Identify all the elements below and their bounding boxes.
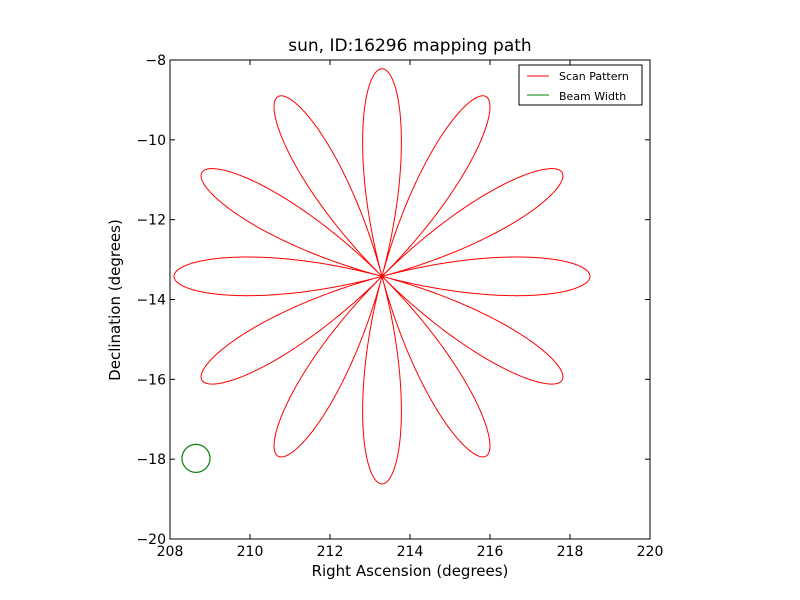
legend-label-beam-width: Beam Width [559, 90, 626, 103]
legend: Scan Pattern Beam Width [518, 64, 643, 106]
y-tick-label: −12 [136, 213, 166, 229]
x-tick-label: 216 [477, 544, 504, 560]
x-tick-label: 212 [317, 544, 344, 560]
y-tick-label: −20 [136, 532, 166, 548]
series-beam-width [181, 443, 211, 473]
plot-area [170, 60, 650, 539]
y-tick-label: −18 [136, 452, 166, 468]
series-scan-pattern [173, 68, 591, 485]
x-tick-label: 218 [557, 544, 584, 560]
legend-label-scan-pattern: Scan Pattern [559, 70, 629, 83]
x-tick-label: 210 [237, 544, 264, 560]
data-layer [173, 68, 591, 485]
y-axis-label: Declination (degrees) [106, 219, 124, 381]
y-tick-label: −8 [145, 53, 166, 69]
legend-box [518, 64, 643, 106]
x-tick-label: 220 [637, 544, 664, 560]
chart-title: sun, ID:16296 mapping path [288, 36, 531, 56]
tick-layer: 208 210 212 214 216 218 220 −20 −18 −16 −14 −12 −10 −… [136, 53, 663, 560]
x-tick-label: 208 [157, 544, 184, 560]
x-tick-label: 214 [397, 544, 424, 560]
x-axis-label: Right Ascension (degrees) [312, 562, 509, 580]
y-tick-label: −14 [136, 293, 166, 309]
y-tick-label: −16 [136, 372, 166, 388]
y-tick-label: −10 [136, 133, 166, 149]
